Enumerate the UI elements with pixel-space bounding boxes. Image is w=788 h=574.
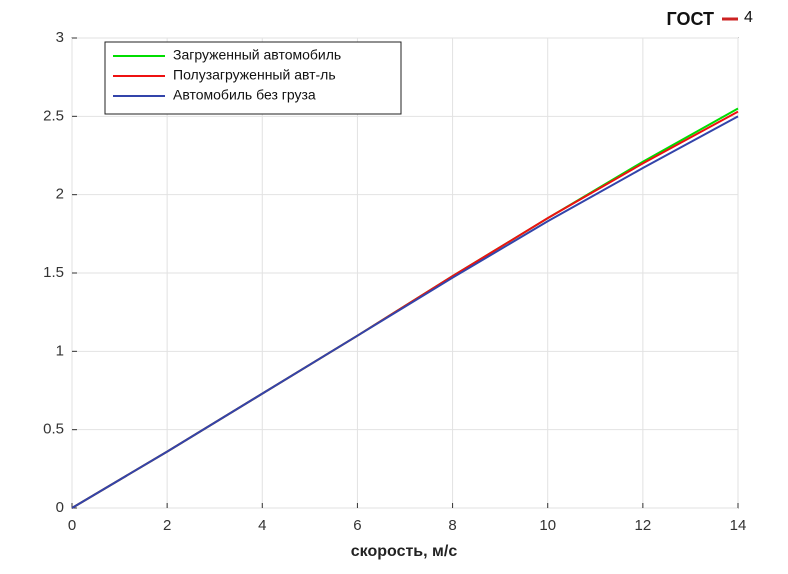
legend: Загруженный автомобиль Полузагруженный ав… [104,41,402,115]
annotation: ГОСТ [666,9,714,29]
x-tick-label: 4 [258,517,266,534]
x-tick-label: 10 [539,517,556,534]
x-tick-label: 14 [730,517,747,534]
legend-label: Автомобиль без груза [173,87,316,103]
x-tick-label: 6 [353,517,361,534]
y-tick-label: 1 [56,342,64,359]
y-tick-label: 0 [56,499,64,516]
x-tick-label: 8 [448,517,456,534]
x-tick-label: 2 [163,517,171,534]
legend-label: Загруженный автомобиль [173,47,341,63]
y-tick-label: 2 [56,186,64,203]
legend-box [104,41,402,115]
annotation: 4 [744,9,753,26]
y-tick-label: 3 [56,29,64,46]
x-tick-label: 12 [635,517,652,534]
x-axis-label: скорость, м/с [351,543,458,560]
y-tick-label: 2.5 [43,107,64,124]
y-tick-label: 1.5 [43,264,64,281]
legend-label: Полузагруженный авт-ль [173,67,336,83]
x-tick-label: 0 [68,517,76,534]
y-tick-label: 0.5 [43,421,64,438]
series-line [71,115,739,509]
